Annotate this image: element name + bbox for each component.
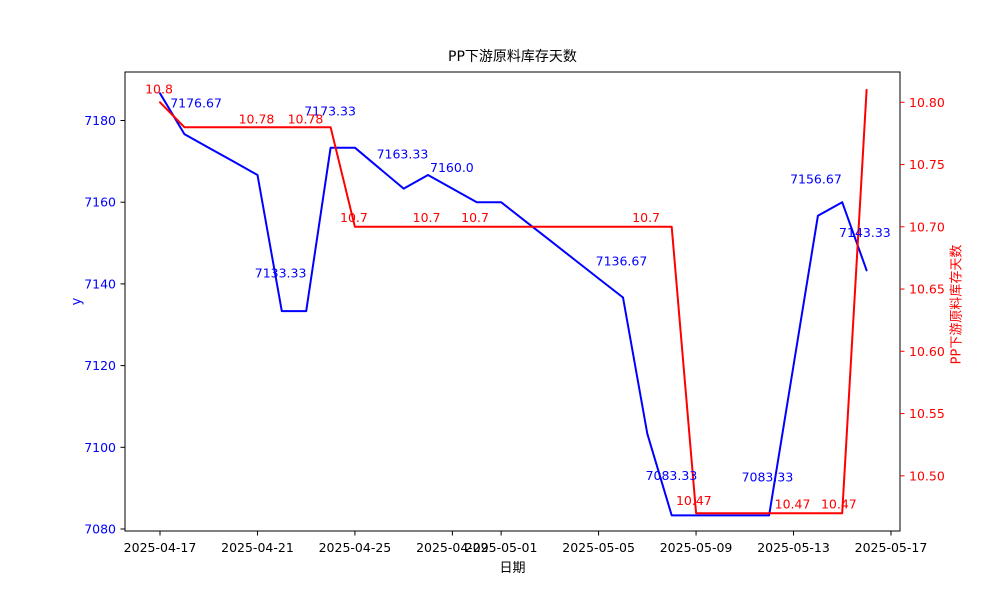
right-tick-label: 10.60 [909, 344, 945, 359]
x-tick-label: 2025-05-13 [757, 540, 830, 555]
x-tick-label: 2025-05-01 [465, 540, 538, 555]
blue-annotation-label: 7173.33 [304, 104, 356, 119]
blue-annotation-label: 7160.0 [430, 160, 474, 175]
red-annotation-label: 10.7 [413, 210, 441, 225]
blue-series-line [159, 92, 868, 517]
blue-annotation-label: 7143.33 [839, 225, 891, 240]
red-annotation-label: 10.7 [340, 210, 368, 225]
x-tick-label: 2025-04-21 [221, 540, 294, 555]
plot-border [124, 71, 901, 532]
x-tick-label: 2025-04-29 [416, 540, 489, 555]
x-tick-label: 2025-04-17 [124, 540, 197, 555]
red-series-line [159, 88, 868, 515]
right-tick-label: 10.50 [909, 468, 945, 483]
red-annotation-label: 10.8 [145, 81, 173, 96]
x-tick-label: 2025-04-25 [319, 540, 392, 555]
red-annotation-label: 10.7 [632, 210, 660, 225]
left-tick-label: 7080 [84, 522, 116, 537]
left-tick-label: 7180 [84, 113, 116, 128]
red-annotation-label: 10.47 [775, 497, 811, 512]
x-tick-label: 2025-05-09 [660, 540, 733, 555]
right-tick-label: 10.70 [909, 219, 945, 234]
right-tick-label: 10.75 [909, 157, 945, 172]
red-annotation-label: 10.47 [676, 493, 712, 508]
red-annotation-label: 10.47 [821, 497, 857, 512]
blue-annotation-label: 7136.67 [596, 254, 648, 269]
x-tick-label: 2025-05-05 [562, 540, 635, 555]
left-tick-label: 7140 [84, 276, 116, 291]
blue-annotation-label: 7163.33 [377, 146, 429, 161]
right-tick-label: 10.65 [909, 282, 945, 297]
x-tick-label: 2025-05-17 [855, 540, 928, 555]
blue-annotation-label: 7133.33 [255, 265, 307, 280]
left-tick-label: 7100 [84, 440, 116, 455]
red-annotation-label: 10.78 [239, 111, 275, 126]
right-tick-label: 10.55 [909, 406, 945, 421]
right-tick-label: 10.80 [909, 95, 945, 110]
x-axis-label: 日期 [499, 561, 526, 576]
red-annotation-label: 10.7 [461, 210, 489, 225]
blue-annotation-label: 7176.67 [170, 95, 222, 110]
blue-annotation-label: 7156.67 [790, 171, 842, 186]
red-annotation-label: 10.78 [288, 111, 324, 126]
left-tick-label: 7120 [84, 358, 116, 373]
chart-title: PP下游原料库存天数 [448, 49, 577, 65]
blue-annotation-label: 7083.33 [742, 470, 794, 485]
blue-annotation-label: 7083.33 [646, 468, 698, 483]
left-tick-label: 7160 [84, 195, 116, 210]
